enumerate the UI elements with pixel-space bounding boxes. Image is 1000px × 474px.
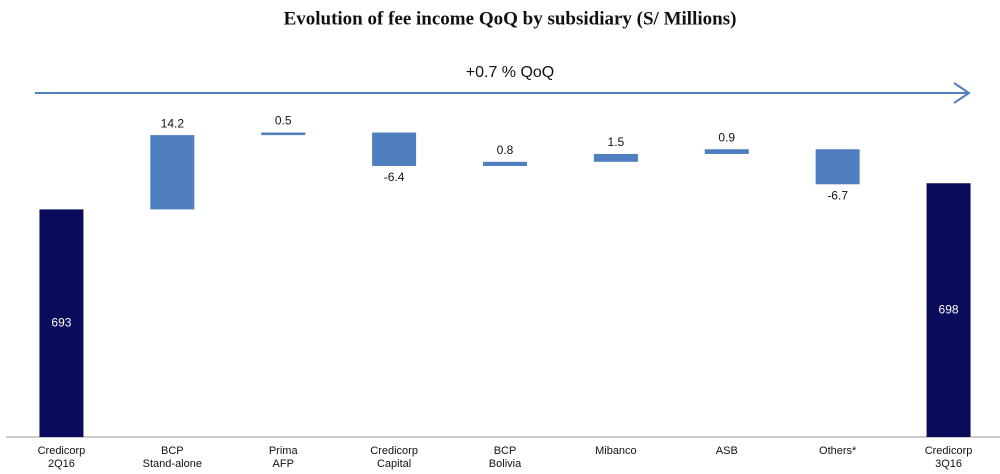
total-bar [926, 183, 971, 437]
data-label: 693 [51, 315, 71, 329]
x-tick-label: Prima [269, 445, 299, 457]
data-label: 0.9 [718, 130, 735, 144]
x-tick-label: Credicorp [370, 445, 418, 457]
x-tick-label: 2Q16 [48, 458, 75, 470]
delta-bar [483, 161, 527, 166]
x-tick-label: AFP [273, 458, 294, 470]
data-label: 698 [939, 302, 959, 316]
delta-bar [593, 153, 638, 162]
data-label: -6.4 [384, 170, 405, 184]
data-label: 14.2 [161, 116, 185, 130]
delta-bar [815, 149, 860, 185]
x-tick-label: Others* [819, 445, 857, 457]
delta-bar [261, 132, 306, 136]
x-tick-label: BCP [494, 445, 517, 457]
data-label: -6.7 [827, 188, 848, 202]
data-label: 0.8 [497, 143, 514, 157]
delta-bar [372, 132, 417, 166]
delta-bar [704, 149, 749, 154]
x-tick-label: BCP [161, 445, 184, 457]
total-bar [39, 209, 84, 437]
x-tick-label: Credicorp [38, 445, 86, 457]
annotation: +0.7 % QoQ [466, 64, 555, 81]
chart-title: Evolution of fee income QoQ by subsidiar… [284, 8, 737, 29]
x-tick-label: Bolivia [489, 458, 522, 470]
x-tick-label: Stand-alone [143, 458, 202, 470]
x-tick-label: 3Q16 [935, 458, 962, 470]
arrow-head [953, 82, 971, 104]
x-tick-label: Credicorp [925, 445, 973, 457]
x-tick-label: ASB [716, 445, 738, 457]
x-tick-label: Capital [377, 458, 411, 470]
x-tick-label: Mibanco [595, 445, 637, 457]
data-label: 1.5 [608, 135, 625, 149]
delta-bar [150, 135, 195, 210]
data-label: 0.5 [275, 114, 292, 128]
